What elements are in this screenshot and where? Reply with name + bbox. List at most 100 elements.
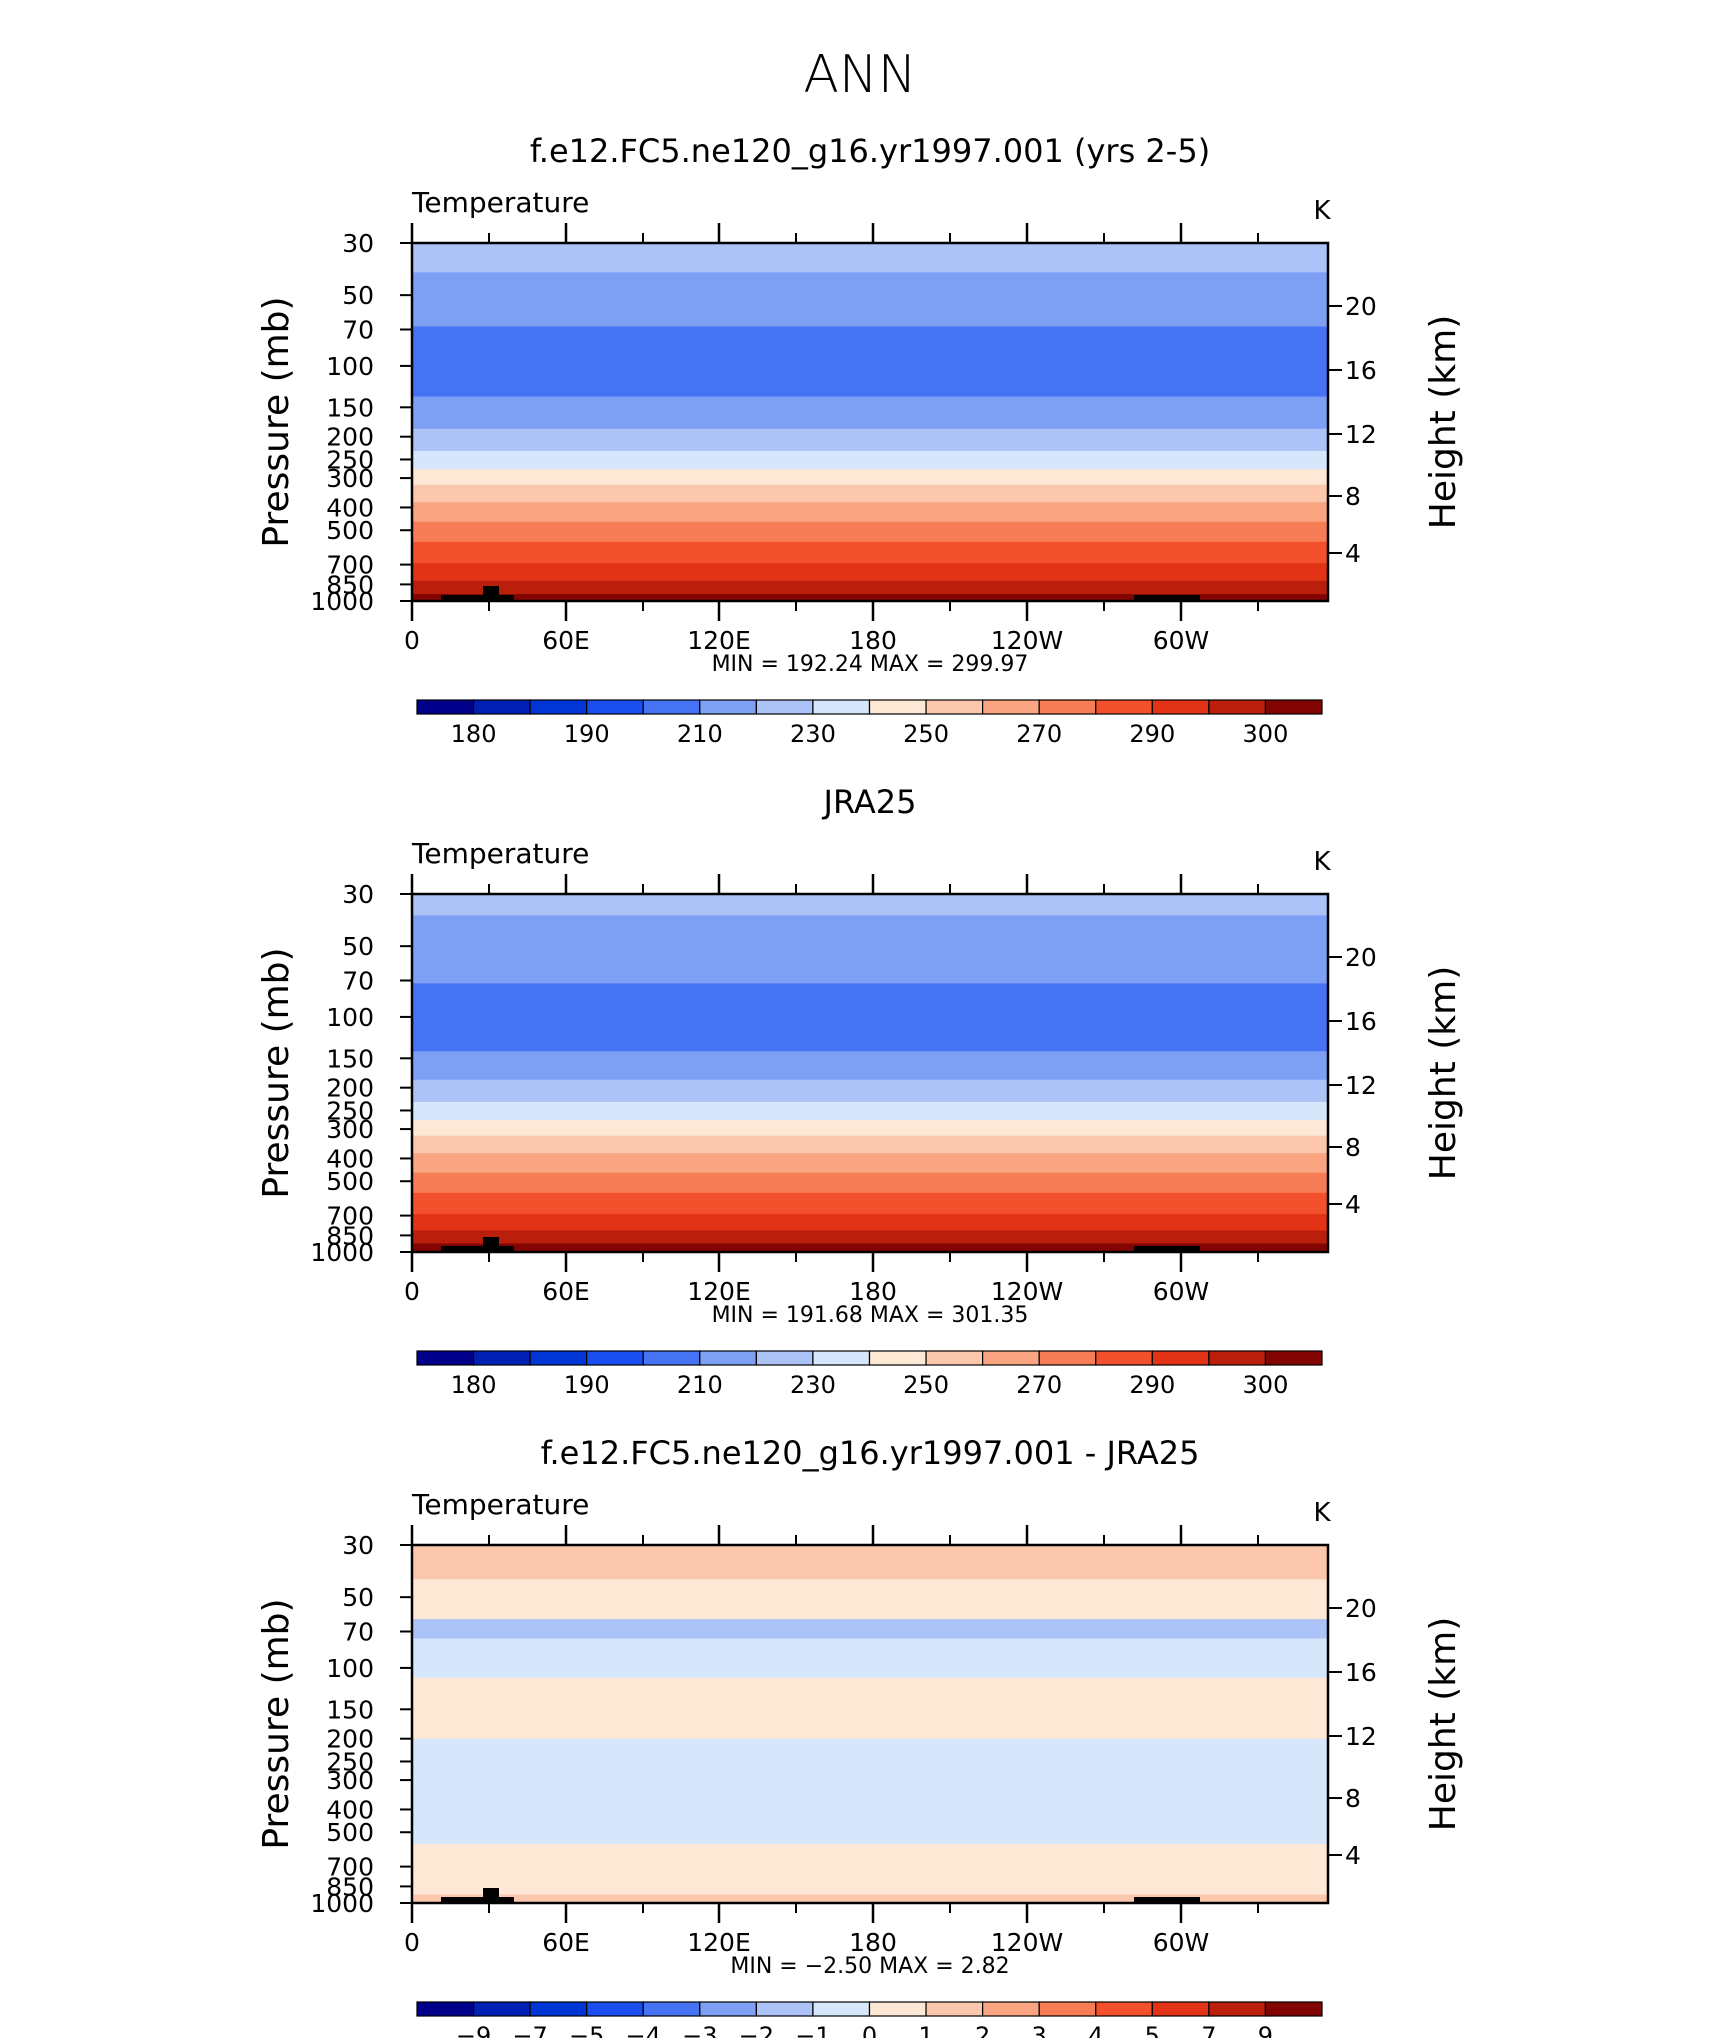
colorbar-swatch [1038,2001,1097,2017]
contour-band [412,594,1328,602]
colorbar-swatch [1208,2001,1267,2017]
height-tick-label: 16 [1345,356,1377,385]
colorbar-swatch [699,2001,757,2017]
colorbar-swatch [529,699,588,715]
contour-band [412,396,1328,430]
colorbar-swatch [1208,699,1267,715]
variable-label: Temperature [411,837,589,870]
colorbar-label: 290 [1129,1371,1175,1399]
colorbar-swatch [416,699,475,715]
x-tick-label: 60W [1153,626,1210,655]
contour-band [412,1214,1328,1232]
min-max-stats: MIN = 191.68 MAX = 301.35 [712,1303,1029,1328]
colorbar-label: 270 [1016,1371,1062,1399]
x-tick-label: 120W [991,626,1063,655]
contour-band [412,1545,1328,1580]
colorbar-label: −1 [795,2022,830,2038]
colorbar-swatch [755,1350,814,1366]
panel-title: f.e12.FC5.ne120_g16.yr1997.001 - JRA25 [541,1434,1200,1472]
right-axis-title: Height (km) [1423,1617,1464,1831]
y-tick-label: 50 [342,281,374,310]
x-tick-label: 0 [404,1277,420,1306]
contour-band [412,1172,1328,1194]
y-axis-title: Pressure (mb) [256,947,297,1198]
colorbar-label: 300 [1243,1371,1289,1399]
contour-band [412,1230,1328,1245]
y-tick-label: 400 [326,493,374,522]
contour-band [412,1079,1328,1103]
colorbar-swatch [868,699,927,715]
colorbar-label: 4 [1088,2022,1103,2038]
height-tick-label: 20 [1345,943,1377,972]
colorbar-swatch [1095,2001,1153,2017]
colorbar-label: 2 [975,2022,990,2038]
figure-title: ANN [803,45,916,105]
y-tick-label: 300 [326,1766,374,1795]
contour-band [412,1738,1328,1845]
y-tick-label: 70 [342,316,374,345]
y-tick-label: 70 [342,1618,374,1647]
y-tick-label: 200 [326,423,374,452]
y-tick-label: 850 [326,1872,374,1901]
y-tick-label: 250 [326,1096,374,1125]
y-tick-label: 700 [326,1853,374,1882]
y-tick-label: 150 [326,1044,374,1073]
colorbar-label: 3 [1032,2022,1047,2038]
colorbar-swatch [529,2001,588,2017]
contour-band [412,428,1328,452]
colorbar-label: 250 [903,1371,949,1399]
contour-band [412,1843,1328,1896]
height-tick-label: 16 [1345,1658,1377,1687]
topography-mask [483,1237,499,1252]
contour-band [412,1619,1328,1640]
colorbar-swatch [982,699,1040,715]
colorbar-swatch [982,2001,1040,2017]
colorbar-swatch [699,1350,757,1366]
contour-band [412,915,1328,984]
colorbar-label: −4 [626,2022,661,2038]
colorbar-swatch [1038,1350,1097,1366]
y-tick-label: 850 [326,1221,374,1250]
colorbar-swatch [1264,1350,1323,1366]
colorbar-swatch [1264,699,1323,715]
panel-model: f.e12.FC5.ne120_g16.yr1997.001 (yrs 2-5)… [256,132,1464,748]
y-tick-label: 400 [326,1795,374,1824]
height-tick-label: 20 [1345,1594,1377,1623]
colorbar-label: −9 [456,2022,491,2038]
y-tick-label: 100 [326,1654,374,1683]
x-tick-label: 180 [849,1277,897,1306]
y-tick-label: 1000 [310,587,374,616]
colorbar-swatch [472,2001,531,2017]
contour-band [412,1051,1328,1081]
colorbar-swatch [982,1350,1040,1366]
contour-band [412,484,1328,503]
colorbar-swatch [529,1350,588,1366]
colorbar-label: −7 [512,2022,547,2038]
contour-band [412,1135,1328,1154]
y-tick-label: 150 [326,1695,374,1724]
y-tick-label: 700 [326,551,374,580]
colorbar-swatch [925,699,984,715]
contour-band [412,1579,1328,1620]
colorbar-swatch [868,1350,927,1366]
variable-label: Temperature [411,1488,589,1521]
height-tick-label: 16 [1345,1007,1377,1036]
contour-band [412,326,1328,398]
contour-band [412,1677,1328,1740]
right-axis-title: Height (km) [1423,966,1464,1180]
colorbar-swatch [1095,1350,1153,1366]
colorbar-swatch [642,699,701,715]
colorbar-label: 190 [564,720,610,748]
x-tick-label: 60E [542,1928,590,1957]
topography-mask [483,586,499,601]
y-tick-label: 500 [326,1167,374,1196]
y-tick-label: 1000 [310,1889,374,1918]
colorbar-label: 270 [1016,720,1062,748]
contour-band [412,1120,1328,1137]
y-tick-label: 200 [326,1725,374,1754]
colorbar-label: −3 [682,2022,717,2038]
y-axis-title: Pressure (mb) [256,1598,297,1849]
x-tick-label: 60E [542,1277,590,1306]
colorbar-label: 210 [677,1371,723,1399]
